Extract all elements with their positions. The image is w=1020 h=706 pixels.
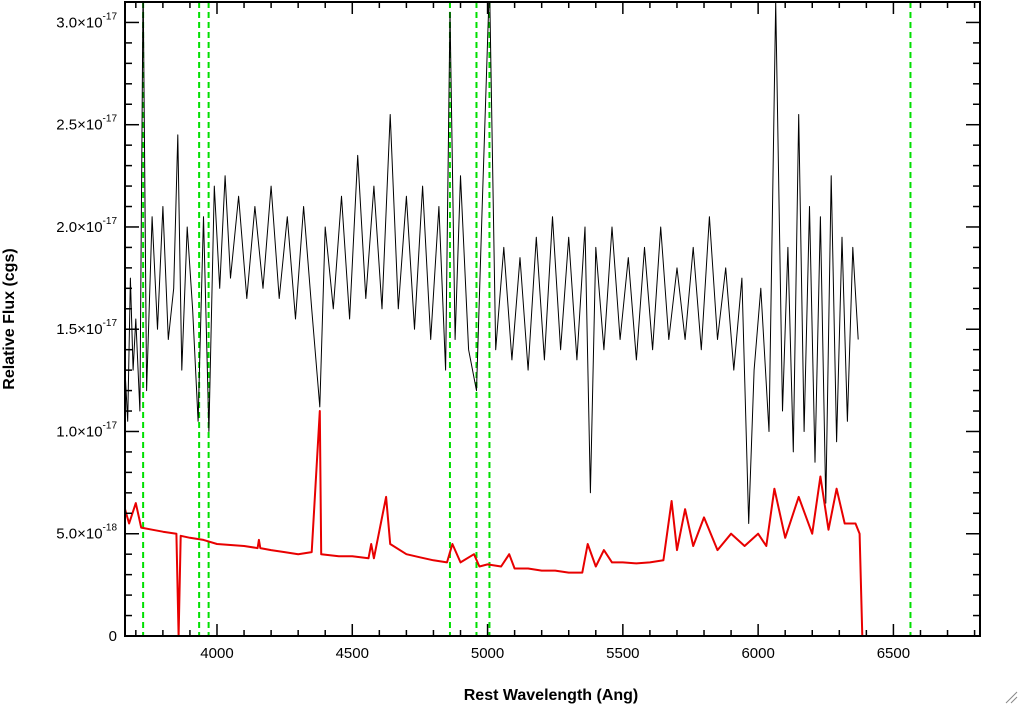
plot-frame — [124, 1, 981, 637]
x-axis-title: Rest Wavelength (Ang) — [464, 687, 639, 704]
x-tick-label: 5500 — [606, 645, 639, 662]
y-tick-label: 0 — [109, 628, 117, 645]
x-tick-label: 6500 — [877, 645, 910, 662]
y-tick-label: 2.0×10-17 — [56, 216, 117, 236]
series-layer — [125, 2, 980, 636]
y-axis-title: Relative Flux (cgs) — [1, 248, 18, 389]
error-line — [125, 410, 980, 636]
y-axis-ticks: 0 5.0×10-18 1.0×10-17 1.5×10-17 2.0×10-17 2.5… — [56, 1, 980, 645]
y-tick-label: 5.0×10-18 — [56, 523, 117, 543]
x-tick-label: 4500 — [336, 645, 369, 662]
y-tick-label: 1.0×10-17 — [56, 420, 117, 440]
x-axis-ticks: 4000 4500 5000 5500 6000 6500 — [135, 2, 976, 662]
x-tick-label: 6000 — [741, 645, 774, 662]
emission-line-markers — [142, 2, 912, 636]
y-tick-label: 1.5×10-17 — [56, 318, 117, 338]
y-tick-label: 2.5×10-17 — [56, 114, 117, 134]
spectrum-line — [125, 2, 859, 524]
resize-grip-icon[interactable] — [1004, 690, 1018, 704]
x-tick-label: 5000 — [471, 645, 504, 662]
x-tick-label: 4000 — [200, 645, 233, 662]
y-tick-label: 3.0×10-17 — [56, 11, 117, 31]
